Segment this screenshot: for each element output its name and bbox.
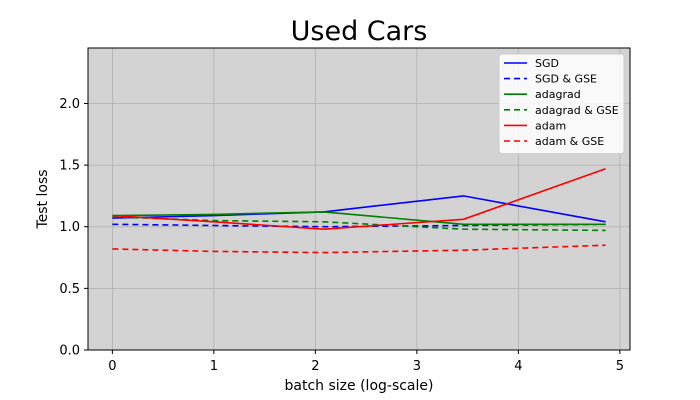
y-tick-label: 0.5 <box>59 282 80 297</box>
y-tick-label: 2.0 <box>59 97 80 112</box>
x-tick-label: 2 <box>311 359 319 374</box>
legend-label: SGD <box>535 57 559 70</box>
y-tick-label: 1.5 <box>59 159 80 174</box>
legend-label: adam <box>535 119 566 132</box>
x-tick-label: 4 <box>514 359 522 374</box>
x-tick-label: 0 <box>108 359 116 374</box>
series-line-adagrad <box>112 211 606 226</box>
series-line-adagrad-gse <box>112 216 606 232</box>
y-axis-label: Test loss <box>35 169 51 229</box>
legend-label: adagrad <box>535 88 581 101</box>
chart-title: Used Cars <box>291 16 428 47</box>
series-line-sgd-gse <box>112 223 606 228</box>
series-line-adam-gse <box>112 244 606 254</box>
x-tick-label: 5 <box>616 359 624 374</box>
x-tick-label: 1 <box>210 359 218 374</box>
legend-label: adagrad & GSE <box>535 104 619 117</box>
x-tick-label: 3 <box>413 359 421 374</box>
x-axis-label: batch size (log-scale) <box>285 378 434 394</box>
y-axis-ticks: 0.0 0.5 1.0 1.5 2.0 <box>59 97 88 359</box>
legend-box <box>498 53 625 155</box>
series-lines <box>112 168 606 254</box>
legend-label: SGD & GSE <box>535 73 597 86</box>
series-line-adam <box>112 168 606 231</box>
legend-label: adam & GSE <box>535 135 604 148</box>
plot-frame <box>87 47 631 351</box>
legend: SGD SGD & GSE adagrad adagrad & GSE adam adam… <box>498 53 625 155</box>
x-axis-ticks: 0 1 2 3 4 5 <box>108 350 624 374</box>
y-tick-label: 0.0 <box>59 344 80 359</box>
y-tick-label: 1.0 <box>59 220 80 235</box>
